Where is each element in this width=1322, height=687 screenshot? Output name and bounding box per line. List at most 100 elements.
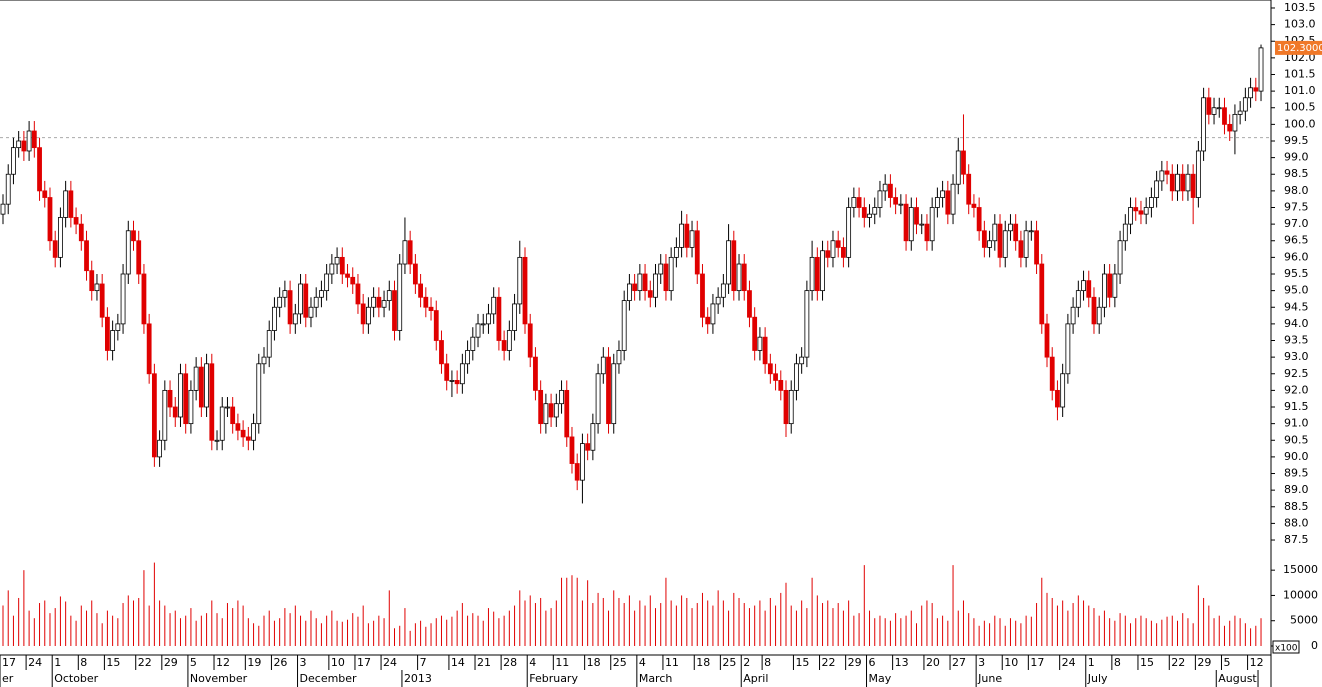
y-tick-label: 98.5 xyxy=(1284,167,1309,180)
candle-body xyxy=(668,256,674,292)
candle-body xyxy=(804,290,810,358)
y-tick-label: 100.5 xyxy=(1284,101,1316,114)
y-tick-label: 89.0 xyxy=(1284,483,1309,496)
candle-body xyxy=(439,340,444,365)
candle-body xyxy=(245,436,251,441)
candle-body xyxy=(684,223,690,248)
candle-body xyxy=(115,323,121,331)
x-tick-label: 29 xyxy=(164,656,178,669)
candle-body xyxy=(559,389,564,405)
candle-body xyxy=(141,273,147,325)
candle-body xyxy=(251,423,256,441)
last-price-label: 102.3000 xyxy=(1277,43,1322,54)
y-tick-label: 92.5 xyxy=(1284,367,1309,380)
candle-body xyxy=(204,363,209,408)
x-tick-label: 4 xyxy=(529,656,536,669)
candle-body xyxy=(919,223,925,226)
x-tick-label: 27 xyxy=(952,656,966,669)
x-tick-label: 8 xyxy=(80,656,87,669)
x-tick-label: 18 xyxy=(587,656,601,669)
candle-body xyxy=(861,207,867,218)
candle-body xyxy=(235,423,241,431)
candle-body xyxy=(903,203,909,242)
candle-body xyxy=(877,190,883,208)
y-tick-label: 94.5 xyxy=(1284,300,1309,313)
candle-body xyxy=(981,230,987,248)
candle-body xyxy=(1216,107,1222,110)
volume-unit-box xyxy=(1272,640,1300,654)
candle-body xyxy=(689,230,695,248)
candle-body xyxy=(303,283,309,318)
candle-body xyxy=(1242,97,1248,112)
candle-body xyxy=(580,443,585,481)
candle-body xyxy=(392,290,397,331)
candle-body xyxy=(955,150,961,185)
candle-body xyxy=(433,310,439,341)
candle-body xyxy=(924,223,930,242)
candle-body xyxy=(673,247,679,258)
candle-body xyxy=(188,389,194,425)
candle-body xyxy=(402,240,408,265)
candle-body xyxy=(663,263,669,292)
candle-body xyxy=(715,296,721,305)
candle-body xyxy=(329,263,335,275)
y-tick-label: 88.5 xyxy=(1284,500,1309,513)
candle-body xyxy=(491,296,497,315)
candle-body xyxy=(621,300,627,351)
candle-body xyxy=(1133,207,1139,212)
candle-body xyxy=(1180,173,1186,192)
candle-body xyxy=(1227,123,1233,132)
month-label: er xyxy=(2,672,14,685)
candle-body xyxy=(37,147,42,192)
candle-body xyxy=(710,303,716,325)
x-tick-label: 6 xyxy=(869,656,876,669)
candle-body xyxy=(334,256,340,265)
candle-body xyxy=(470,336,476,351)
candle-body xyxy=(1039,263,1045,325)
candle-body xyxy=(1206,97,1212,115)
candle-body xyxy=(256,363,262,425)
y-tick-label: 95.5 xyxy=(1284,267,1309,280)
candle-body xyxy=(747,290,752,318)
month-label: April xyxy=(743,672,768,685)
y-tick-label: 95.0 xyxy=(1284,284,1309,297)
candle-body xyxy=(616,350,622,365)
candle-body xyxy=(319,290,324,298)
candle-body xyxy=(444,363,450,381)
month-label: August xyxy=(1218,672,1257,685)
candle-body xyxy=(1248,87,1253,99)
candle-body xyxy=(84,240,89,272)
candle-body xyxy=(292,313,298,325)
candle-body xyxy=(298,283,303,315)
candle-body xyxy=(26,130,32,152)
candle-body xyxy=(313,296,319,308)
candle-body xyxy=(595,373,601,425)
x-tick-label: 18 xyxy=(696,656,710,669)
candle-body xyxy=(1164,170,1170,175)
candle-body xyxy=(820,250,825,292)
candle-body xyxy=(1201,97,1206,152)
candle-body xyxy=(940,190,945,198)
candle-body xyxy=(167,389,173,408)
candle-body xyxy=(642,273,648,292)
x-tick-label: 17 xyxy=(2,656,16,669)
y-tick-label: 90.0 xyxy=(1284,450,1309,463)
candle-body xyxy=(590,423,596,451)
y-tick-label: 99.5 xyxy=(1284,134,1309,147)
candle-body xyxy=(266,330,272,358)
candle-body xyxy=(627,283,632,302)
candle-body xyxy=(120,273,126,325)
candle-body xyxy=(553,403,559,418)
candle-body xyxy=(527,323,533,358)
candle-body xyxy=(1237,110,1243,115)
y-tick-label: 100.0 xyxy=(1284,117,1316,130)
candle-body xyxy=(882,183,888,192)
candle-body xyxy=(68,190,74,218)
x-tick-label: 3 xyxy=(300,656,307,669)
x-tick-label: 1 xyxy=(54,656,61,669)
candle-body xyxy=(198,366,204,408)
candle-body xyxy=(1195,150,1201,198)
candle-body xyxy=(308,306,314,318)
candle-body xyxy=(1023,230,1029,258)
